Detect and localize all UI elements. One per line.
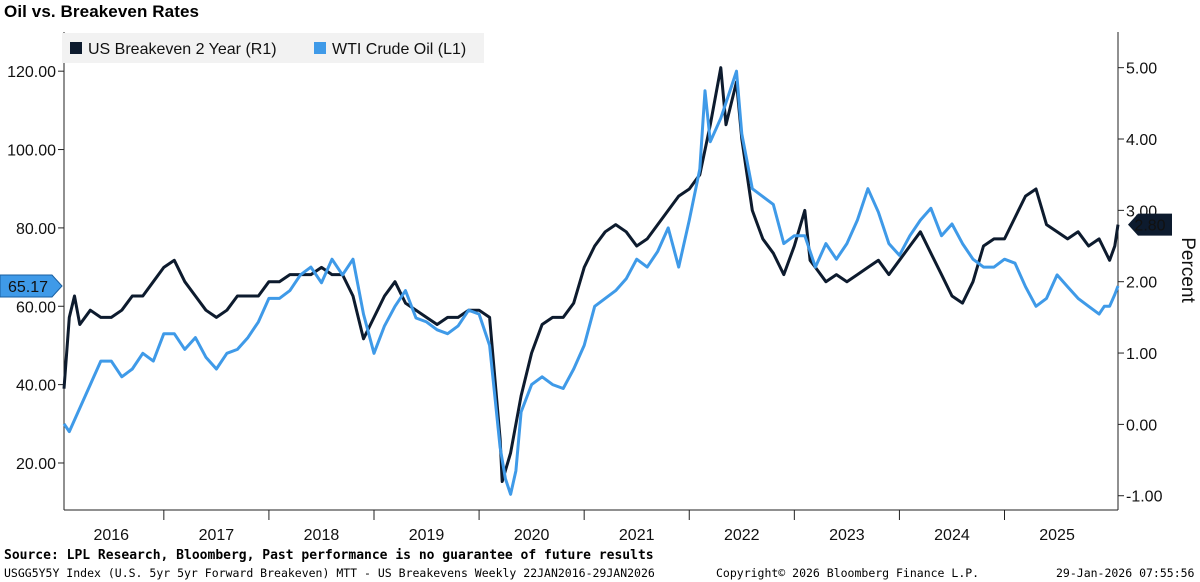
right-axis-title: Percent (1177, 237, 1198, 303)
right-tick-label: 1.00 (1126, 346, 1157, 363)
left-tick-label: 60.00 (16, 299, 56, 316)
breakeven-last-value-badge (1128, 213, 1172, 236)
index-description: USGG5Y5Y Index (U.S. 5yr 5yr Forward Bre… (4, 566, 655, 580)
left-tick-label: 40.00 (16, 378, 56, 395)
chart-title: Oil vs. Breakeven Rates (4, 2, 200, 21)
left-tick-label: 20.00 (16, 456, 56, 473)
source-note: Source: LPL Research, Bloomberg, Past pe… (4, 548, 654, 563)
legend-label-breakeven: US Breakeven 2 Year (R1) (88, 41, 277, 58)
x-tick-label: 2016 (93, 527, 129, 544)
series-line-oil (62, 69, 1120, 496)
legend-swatch-oil (314, 42, 326, 54)
oil-last-value-label: 65.17 (8, 279, 48, 296)
x-tick-label: 2024 (934, 527, 970, 544)
left-tick-label: 80.00 (16, 221, 56, 238)
legend-label-oil: WTI Crude Oil (L1) (332, 41, 466, 58)
x-tick-label: 2022 (724, 527, 760, 544)
x-tick-label: 2017 (199, 527, 235, 544)
series-lines (62, 66, 1120, 496)
breakeven-last-value-label: 2.80 (1134, 218, 1165, 235)
x-tick-label: 2020 (514, 527, 550, 544)
x-tick-label: 2021 (619, 527, 655, 544)
legend-background (62, 33, 484, 63)
legend-swatch-breakeven (70, 42, 82, 54)
x-tick-label: 2025 (1039, 527, 1075, 544)
right-tick-label: -1.00 (1126, 489, 1163, 506)
axes: 20.00 40.00 60.00 80.00 100.00 120.00 -1.00 0.0… (7, 32, 1198, 544)
right-tick-label: 2.00 (1126, 275, 1157, 292)
left-tick-label: 120.00 (7, 64, 56, 81)
timestamp: 29-Jan-2026 07:55:56 (1056, 566, 1195, 580)
right-tick-label: 0.00 (1126, 417, 1157, 434)
left-tick-label: 100.00 (7, 143, 56, 160)
legend: US Breakeven 2 Year (R1) WTI Crude Oil (… (62, 33, 484, 63)
series-line-breakeven (62, 66, 1120, 483)
last-value-badges: 65.17 2.80 (0, 213, 1172, 298)
copyright: Copyright© 2026 Bloomberg Finance L.P. (716, 566, 980, 580)
x-tick-label: 2018 (304, 527, 340, 544)
x-tick-label: 2019 (409, 527, 445, 544)
right-tick-label: 4.00 (1126, 132, 1157, 149)
x-tick-label: 2023 (829, 527, 865, 544)
oil-last-value-badge (0, 274, 63, 298)
right-tick-label: 5.00 (1126, 61, 1157, 78)
